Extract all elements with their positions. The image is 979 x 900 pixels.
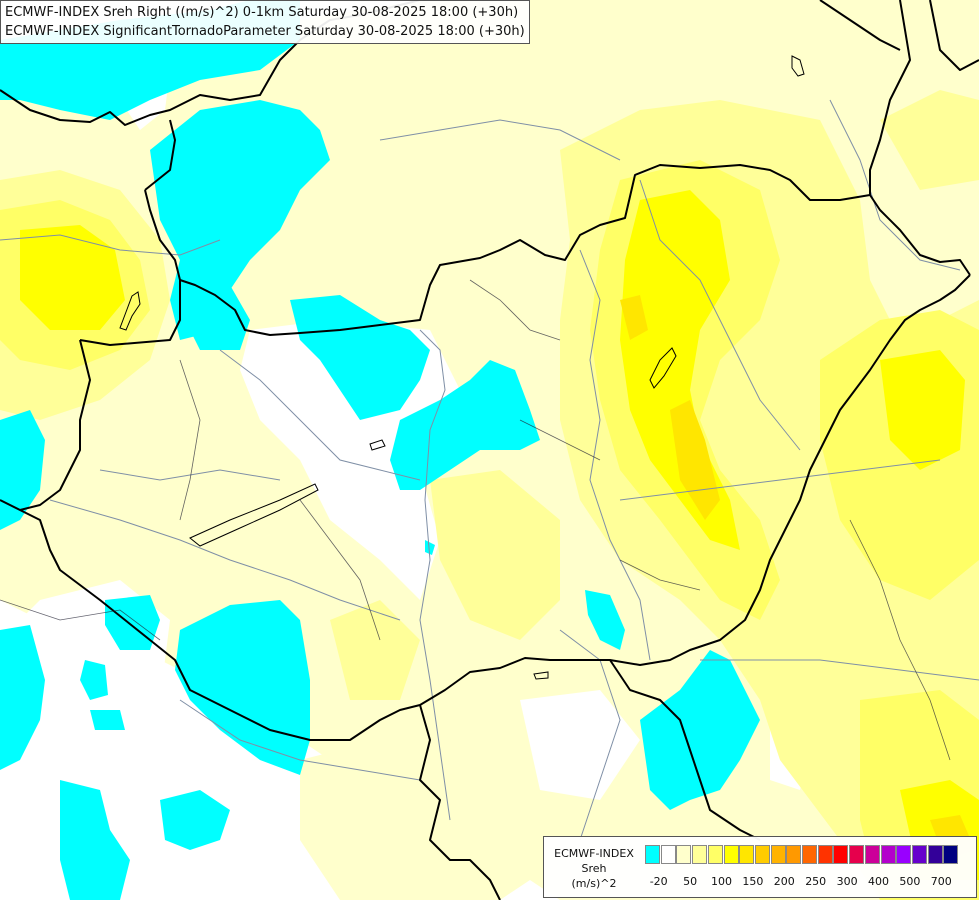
legend-swatch	[943, 845, 959, 864]
legend-title: ECMWF-INDEX Sreh (m/s)^2	[548, 846, 640, 891]
legend-swatch	[707, 845, 723, 864]
legend-tick-label: 300	[836, 875, 858, 888]
map-title-sreh: ECMWF-INDEX Sreh Right ((m/s)^2) 0-1km S…	[5, 5, 519, 20]
legend-swatch	[864, 845, 880, 864]
legend-swatch	[849, 845, 865, 864]
legend-swatch	[817, 845, 833, 864]
map-title-box: ECMWF-INDEX Sreh Right ((m/s)^2) 0-1km S…	[0, 0, 530, 44]
legend-swatch	[833, 845, 849, 864]
region-borders	[0, 279, 951, 761]
rivers	[0, 99, 979, 841]
legend-swatch	[645, 845, 660, 864]
legend-swatch	[660, 845, 676, 864]
legend-swatch	[692, 845, 708, 864]
legend-title-line3: (m/s)^2	[571, 877, 617, 890]
legend-tick-label: 150	[742, 875, 764, 888]
legend-swatch	[927, 845, 943, 864]
legend-tick-label: 50	[683, 875, 698, 888]
legend-swatch	[676, 845, 692, 864]
legend-title-line2: Sreh	[581, 862, 607, 875]
legend-title-line1: ECMWF-INDEX	[554, 847, 634, 860]
legend-swatch	[802, 845, 817, 864]
legend-swatch	[786, 845, 802, 864]
legend-tick-label: 400	[868, 875, 889, 888]
legend-swatch	[896, 845, 912, 864]
color-legend: ECMWF-INDEX Sreh (m/s)^2 -20 50 100 150 200 2…	[543, 836, 977, 898]
map-title-stp: ECMWF-INDEX SignificantTornadoParameter …	[5, 24, 525, 39]
legend-tick-label: 500	[899, 875, 921, 888]
legend-swatch	[754, 845, 770, 864]
legend-swatch	[739, 845, 755, 864]
legend-swatch	[911, 845, 927, 864]
legend-swatch	[880, 845, 896, 864]
legend-tick-label: -20	[649, 875, 668, 888]
legend-swatch	[723, 845, 739, 864]
lakes	[119, 55, 805, 680]
legend-tick-label: 250	[805, 875, 827, 888]
legend-tick-label: 100	[711, 875, 732, 888]
legend-tick-label: 200	[773, 875, 795, 888]
legend-tick-label: 700	[930, 875, 952, 888]
legend-swatch	[770, 845, 786, 864]
